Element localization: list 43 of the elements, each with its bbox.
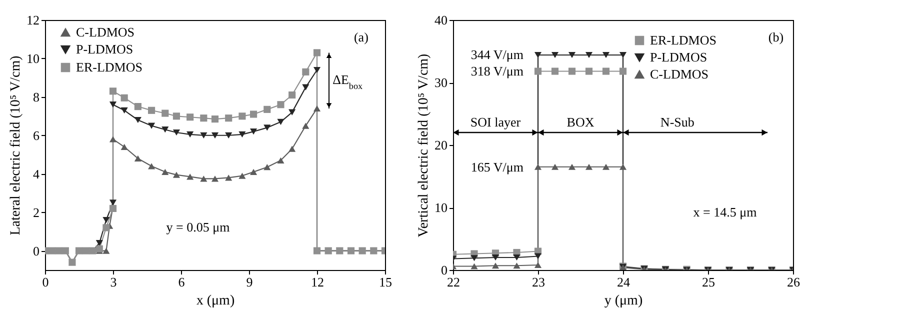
y-tick-label: 12 xyxy=(26,12,40,28)
annotation: BOX xyxy=(566,114,595,130)
y-axis-title: Lateral electric field (10⁵ V/cm) xyxy=(8,55,24,236)
y-tick-label: 20 xyxy=(434,138,448,152)
x-tick-label: 9 xyxy=(246,274,253,290)
x-tick-label: 22 xyxy=(447,274,460,290)
x-tick-label: 15 xyxy=(379,274,392,290)
annotation: (a) xyxy=(354,30,368,44)
legend-label: C-LDMOS xyxy=(650,66,709,82)
y-tick-label: 0 xyxy=(33,243,40,258)
x-axis-title: x (μm) xyxy=(196,294,235,308)
y-tick-label: 10 xyxy=(26,50,40,66)
x-tick-label: 24 xyxy=(617,274,630,290)
x-tick-label: 25 xyxy=(702,274,715,290)
y-tick-label: 8 xyxy=(33,89,40,104)
x-axis-title: y (μm) xyxy=(604,294,643,308)
y-tick-label: 40 xyxy=(434,12,448,28)
legend-label: C-LDMOS xyxy=(76,24,135,40)
legend-label: P-LDMOS xyxy=(650,50,708,64)
y-tick-label: 0 xyxy=(441,262,448,278)
annotation: 318 V/μm xyxy=(470,63,524,78)
x-tick-label: 3 xyxy=(110,274,117,290)
annotation: x = 14.5 μm xyxy=(693,204,757,220)
legend-label: P-LDMOS xyxy=(76,42,134,56)
annotation: y = 0.05 μm xyxy=(166,220,230,234)
annotation: 165 V/μm xyxy=(470,160,524,174)
y-tick-label: 30 xyxy=(434,75,448,90)
annotation: (b) xyxy=(768,30,784,44)
y-tick-label: 4 xyxy=(33,166,40,182)
y-axis-title: Vertical electric field (10⁵ V/cm) xyxy=(416,53,432,238)
legend-label: ER-LDMOS xyxy=(650,32,716,48)
annotation: 344 V/μm xyxy=(470,47,524,62)
y-tick-label: 6 xyxy=(33,128,40,143)
y-tick-label: 10 xyxy=(434,200,448,215)
x-tick-label: 26 xyxy=(787,274,800,290)
annotation: SOI layer xyxy=(470,114,522,130)
x-tick-label: 23 xyxy=(532,274,545,290)
x-tick-label: 12 xyxy=(311,274,324,290)
y-tick-label: 2 xyxy=(33,204,40,220)
annotation: ΔE$_{box}$ xyxy=(332,72,364,91)
x-tick-label: 6 xyxy=(178,274,186,290)
legend-label: ER-LDMOS xyxy=(76,60,142,74)
annotation: N-Sub xyxy=(660,114,694,130)
